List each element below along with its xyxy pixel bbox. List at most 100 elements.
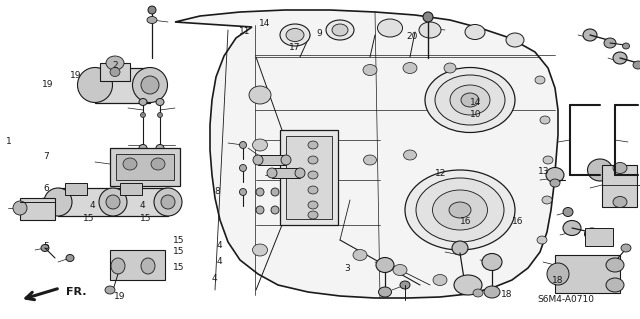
Bar (110, 148, 180, 186)
Ellipse shape (604, 38, 616, 48)
Ellipse shape (606, 278, 624, 292)
Ellipse shape (239, 189, 246, 196)
Text: 4: 4 (140, 201, 145, 210)
Ellipse shape (111, 258, 125, 274)
Ellipse shape (308, 171, 318, 179)
Ellipse shape (449, 202, 471, 218)
Bar (65, 183, 87, 195)
Ellipse shape (363, 64, 377, 76)
Text: 4: 4 (216, 241, 222, 250)
Text: FR.: FR. (66, 287, 86, 297)
Ellipse shape (151, 158, 165, 170)
Text: 4: 4 (211, 274, 217, 283)
Text: S6M4-A0710: S6M4-A0710 (538, 295, 595, 304)
Ellipse shape (161, 195, 175, 209)
Ellipse shape (253, 139, 268, 151)
Ellipse shape (253, 244, 268, 256)
Ellipse shape (141, 258, 155, 274)
Bar (20, 198, 55, 220)
Ellipse shape (563, 207, 573, 217)
Ellipse shape (326, 20, 354, 40)
Ellipse shape (308, 141, 318, 149)
Ellipse shape (239, 142, 246, 149)
Ellipse shape (452, 241, 468, 255)
Bar (113, 188, 168, 216)
Ellipse shape (271, 188, 279, 196)
Ellipse shape (308, 201, 318, 209)
Ellipse shape (239, 165, 246, 172)
Text: 14: 14 (470, 98, 482, 107)
Ellipse shape (157, 113, 163, 117)
Text: 3: 3 (344, 264, 350, 273)
Bar (272, 168, 300, 178)
Text: 17: 17 (289, 43, 301, 52)
Ellipse shape (256, 188, 264, 196)
Ellipse shape (281, 155, 291, 165)
Ellipse shape (271, 206, 279, 214)
Ellipse shape (132, 68, 168, 102)
Ellipse shape (606, 258, 624, 272)
Ellipse shape (13, 201, 27, 215)
Bar (95, 68, 150, 103)
Ellipse shape (280, 24, 310, 46)
Ellipse shape (139, 99, 147, 106)
Ellipse shape (256, 206, 264, 214)
Text: 18: 18 (552, 276, 563, 285)
Bar (602, 165, 637, 207)
Bar (116, 154, 174, 180)
Ellipse shape (378, 287, 392, 297)
Text: 4: 4 (89, 201, 95, 210)
Ellipse shape (403, 63, 417, 73)
Ellipse shape (267, 168, 277, 178)
Ellipse shape (403, 150, 417, 160)
Ellipse shape (106, 56, 124, 70)
Ellipse shape (542, 196, 552, 204)
Ellipse shape (123, 158, 137, 170)
Ellipse shape (435, 75, 505, 125)
Text: 19: 19 (114, 292, 125, 300)
Ellipse shape (444, 63, 456, 73)
Ellipse shape (433, 275, 447, 286)
Bar (110, 250, 165, 280)
Text: 12: 12 (435, 169, 447, 178)
Text: 15: 15 (173, 247, 184, 256)
Text: 16: 16 (460, 217, 471, 226)
Text: 19: 19 (70, 71, 82, 80)
Ellipse shape (66, 255, 74, 262)
Ellipse shape (400, 281, 410, 289)
Ellipse shape (465, 25, 485, 40)
Ellipse shape (547, 263, 569, 285)
Ellipse shape (286, 28, 304, 41)
Ellipse shape (583, 29, 597, 41)
Ellipse shape (308, 156, 318, 164)
Ellipse shape (141, 76, 159, 94)
Bar (286, 136, 332, 219)
Ellipse shape (106, 195, 120, 209)
Text: 1: 1 (6, 137, 12, 146)
Ellipse shape (423, 12, 433, 22)
Ellipse shape (588, 159, 612, 181)
Ellipse shape (484, 286, 500, 298)
Ellipse shape (621, 244, 631, 252)
Ellipse shape (584, 228, 600, 240)
Ellipse shape (353, 249, 367, 261)
Bar (280, 130, 338, 225)
Ellipse shape (482, 254, 502, 271)
Ellipse shape (249, 86, 271, 104)
Ellipse shape (376, 257, 394, 272)
Text: 9: 9 (317, 29, 323, 38)
Text: 11: 11 (239, 27, 250, 36)
Text: 15: 15 (83, 214, 95, 223)
Ellipse shape (419, 22, 441, 38)
Ellipse shape (425, 68, 515, 132)
Ellipse shape (154, 188, 182, 216)
Ellipse shape (633, 61, 640, 69)
Text: 4: 4 (216, 257, 222, 266)
Ellipse shape (308, 211, 318, 219)
Ellipse shape (543, 156, 553, 164)
Bar (258, 155, 286, 165)
Text: 15: 15 (173, 263, 184, 272)
Bar (555, 255, 620, 293)
Ellipse shape (378, 19, 403, 37)
Ellipse shape (308, 186, 318, 194)
